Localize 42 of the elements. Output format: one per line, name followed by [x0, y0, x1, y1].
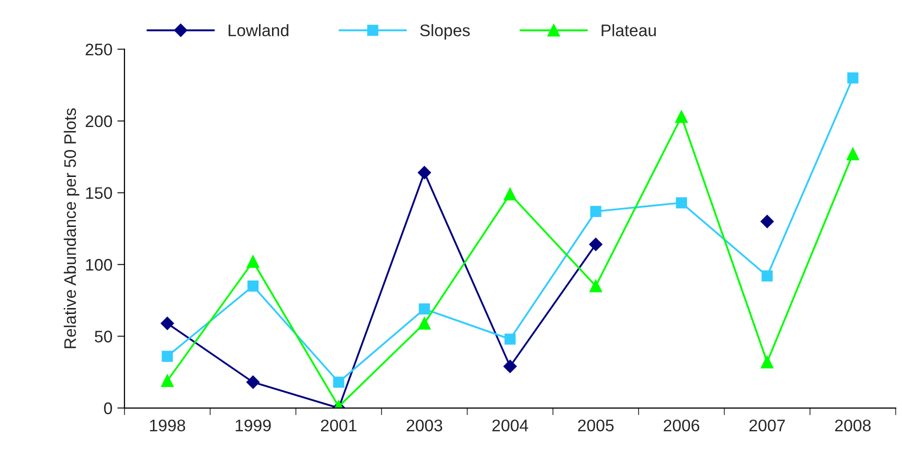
point: [590, 280, 602, 292]
point: [760, 356, 774, 368]
point: [162, 350, 173, 362]
point: [675, 110, 688, 123]
point: [589, 238, 602, 251]
point: [676, 197, 688, 208]
point: [418, 166, 431, 180]
y-tick-label: 200: [86, 115, 112, 128]
y-axis-title: Relative Abundance per 50 Plots: [64, 108, 80, 348]
x-tick-label: 2004: [492, 420, 528, 432]
point: [160, 316, 174, 330]
point: [246, 376, 260, 389]
y-tick-label: 0: [104, 402, 112, 414]
y-tick-label: 250: [86, 44, 112, 56]
y-tick-label: 50: [94, 330, 112, 342]
point: [161, 374, 174, 387]
x-tick-label: 2001: [321, 420, 356, 432]
point: [504, 188, 516, 200]
x-tick-label: 1998: [150, 420, 186, 432]
point: [247, 280, 259, 292]
x-tick-label: 2005: [578, 420, 614, 432]
point: [846, 148, 860, 160]
point: [418, 303, 430, 315]
x-tick-label: 1999: [236, 420, 271, 432]
y-tick-label: 100: [86, 258, 112, 271]
point: [847, 72, 858, 84]
point: [760, 214, 774, 228]
x-tick-label: 2008: [835, 420, 871, 432]
legend-label: Lowland: [228, 24, 288, 36]
point: [246, 255, 260, 268]
y-tick-label: 150: [86, 187, 112, 199]
legend-label: Plateau: [602, 24, 656, 36]
x-tick-label: 2006: [664, 420, 700, 432]
x-tick-label: 2003: [406, 420, 442, 432]
point: [590, 206, 602, 217]
point: [504, 334, 516, 345]
point: [333, 376, 344, 388]
legend-label: Slopes: [420, 24, 470, 40]
point: [762, 270, 773, 282]
point: [503, 360, 517, 373]
point: [418, 317, 431, 330]
x-tick-label: 2007: [749, 420, 785, 432]
